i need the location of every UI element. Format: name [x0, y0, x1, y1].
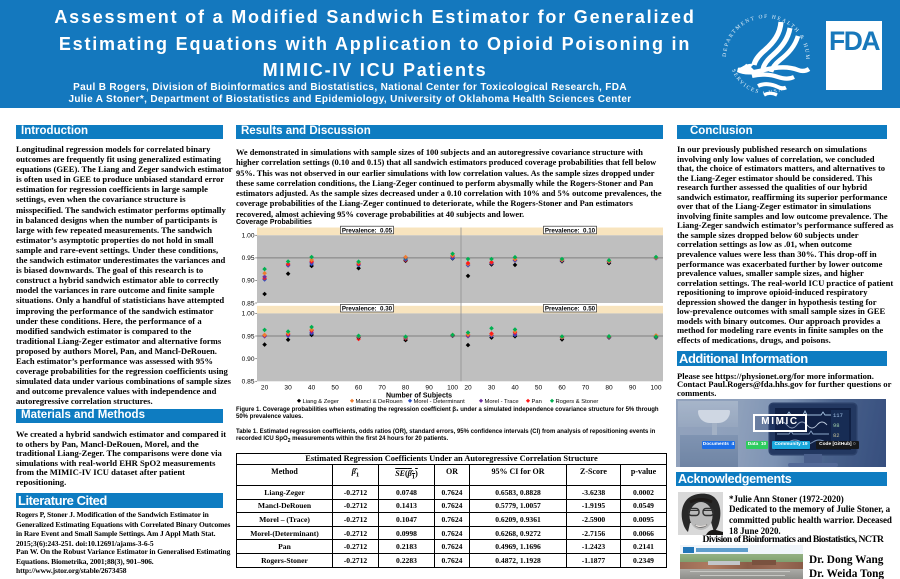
svg-text:80: 80	[402, 385, 410, 392]
svg-text:82: 82	[833, 432, 840, 439]
svg-text:1.00: 1.00	[242, 311, 255, 318]
svg-text:1.00: 1.00	[242, 233, 255, 240]
svg-text:20: 20	[464, 385, 472, 392]
svg-text:40: 40	[511, 385, 519, 392]
svg-text:70: 70	[378, 385, 386, 392]
svg-text:40: 40	[308, 385, 316, 392]
svg-text:Liang & Zeger: Liang & Zeger	[303, 399, 339, 405]
svg-text:100: 100	[447, 385, 458, 392]
svg-text:Morel - Determinant: Morel - Determinant	[414, 399, 466, 405]
svg-text:0.90: 0.90	[242, 356, 255, 363]
svg-text:100: 100	[650, 385, 661, 392]
svg-text:50: 50	[331, 385, 339, 392]
svg-text:Mancl & DeRouen: Mancl & DeRouen	[356, 399, 403, 405]
svg-text:70: 70	[582, 385, 590, 392]
svg-text:0.95: 0.95	[242, 255, 255, 262]
svg-text:80: 80	[605, 385, 613, 392]
svg-text:50: 50	[535, 385, 543, 392]
svg-text:Number of Subjects: Number of Subjects	[386, 393, 452, 400]
svg-text:90: 90	[629, 385, 637, 392]
svg-text:0.85: 0.85	[242, 379, 255, 386]
svg-text:Coverage Probabilities: Coverage Probabilities	[236, 219, 312, 226]
svg-text:98: 98	[833, 422, 840, 429]
svg-text:0.95: 0.95	[242, 333, 255, 340]
svg-text:Rogers & Stoner: Rogers & Stoner	[556, 399, 599, 405]
svg-text:117: 117	[833, 412, 843, 419]
svg-text:30: 30	[488, 385, 496, 392]
svg-text:Morel - Trace: Morel - Trace	[485, 399, 519, 405]
svg-text:90: 90	[425, 385, 433, 392]
svg-text:Prevalence: 0.05: Prevalence: 0.05	[342, 227, 393, 234]
svg-text:Prevalence: 0.50: Prevalence: 0.50	[545, 306, 596, 313]
svg-text:20: 20	[261, 385, 269, 392]
svg-text:0.85: 0.85	[242, 300, 255, 307]
svg-text:Prevalence: 0.10: Prevalence: 0.10	[545, 227, 596, 234]
svg-text:Pan: Pan	[532, 399, 542, 405]
svg-text:60: 60	[558, 385, 566, 392]
svg-text:Prevalence: 0.30: Prevalence: 0.30	[342, 306, 393, 313]
svg-text:30: 30	[284, 385, 292, 392]
svg-text:60: 60	[355, 385, 363, 392]
svg-text:0.90: 0.90	[242, 278, 255, 285]
